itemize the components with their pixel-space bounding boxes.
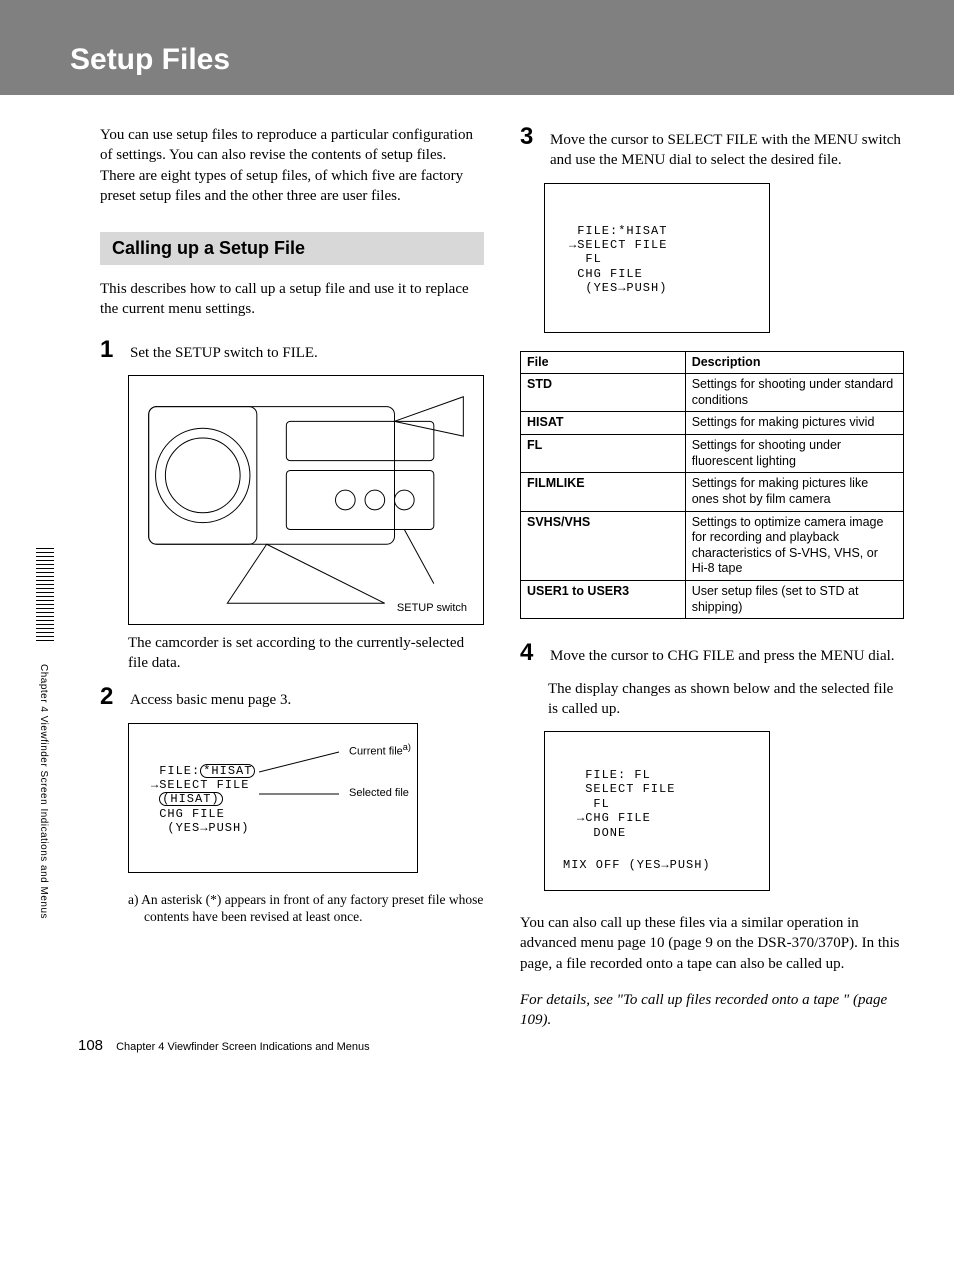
annotation-current-file: Current filea) — [349, 742, 411, 758]
menu-line: (YES→PUSH) — [569, 281, 757, 295]
annot-line-current — [259, 744, 349, 774]
menu-screen-step2: FILE:*HISAT →SELECT FILE (HISAT) CHG FIL… — [128, 723, 418, 873]
after-illust-text: The camcorder is set according to the cu… — [128, 633, 484, 674]
menu-line: SELECT FILE — [563, 782, 757, 796]
after-step4-text: The display changes as shown below and t… — [548, 679, 904, 720]
step-text: Move the cursor to SELECT FILE with the … — [550, 125, 904, 171]
file-description-table: File Description STDSettings for shootin… — [520, 351, 904, 620]
menu-line: →SELECT FILE — [569, 238, 757, 252]
reference-text: For details, see "To call up files recor… — [520, 990, 904, 1031]
step-number: 4 — [520, 641, 540, 666]
step-text: Set the SETUP switch to FILE. — [130, 338, 318, 363]
section-intro: This describes how to call up a setup fi… — [100, 279, 484, 320]
menu-line: FILE: FL — [563, 768, 757, 782]
menu-line: CHG FILE — [151, 807, 255, 821]
table-row: STDSettings for shooting under standard … — [521, 374, 904, 412]
table-header-description: Description — [685, 351, 903, 374]
footer-chapter-text: Chapter 4 Viewfinder Screen Indications … — [116, 1041, 370, 1053]
table-row: FLSettings for shooting under fluorescen… — [521, 435, 904, 473]
intro-paragraph: You can use setup files to reproduce a p… — [100, 125, 484, 206]
menu-line: FILE:*HISAT — [569, 224, 757, 238]
right-column: 3 Move the cursor to SELECT FILE with th… — [520, 125, 904, 1030]
step-text: Move the cursor to CHG FILE and press th… — [550, 641, 895, 666]
step-number: 1 — [100, 338, 120, 363]
menu-line: FILE:*HISAT — [151, 764, 255, 778]
side-bar-decoration — [36, 548, 54, 644]
menu-line: FL — [563, 797, 757, 811]
table-header-file: File — [521, 351, 686, 374]
side-chapter-label: Chapter 4 Viewfinder Screen Indications … — [38, 664, 49, 919]
table-row: FILMLIKESettings for making pictures lik… — [521, 473, 904, 511]
annot-line-selected — [259, 782, 349, 802]
step-number: 2 — [100, 685, 120, 710]
annotation-selected-file: Selected file — [349, 787, 409, 799]
menu-line: →CHG FILE — [563, 811, 757, 825]
step-text: Access basic menu page 3. — [130, 685, 291, 710]
menu-screen-step3: FILE:*HISAT →SELECT FILE FL CHG FILE (YE… — [544, 183, 770, 333]
table-row: USER1 to USER3User setup files (set to S… — [521, 581, 904, 619]
tail-paragraph: You can also call up these files via a s… — [520, 913, 904, 974]
page-title: Setup Files — [70, 43, 230, 95]
page-number: 108 — [78, 1037, 103, 1054]
header-bar: Setup Files — [0, 0, 954, 95]
menu-line: FL — [569, 252, 757, 266]
camcorder-illustration: SETUP switch — [128, 375, 484, 625]
table-row: HISATSettings for making pictures vivid — [521, 412, 904, 435]
page-footer: 108 Chapter 4 Viewfinder Screen Indicati… — [78, 1037, 370, 1054]
menu-line: MIX OFF (YES→PUSH) — [563, 858, 757, 872]
step-1: 1 Set the SETUP switch to FILE. — [100, 338, 484, 363]
menu-line: CHG FILE — [569, 267, 757, 281]
step-2: 2 Access basic menu page 3. — [100, 685, 484, 710]
menu-screen-step4: FILE: FL SELECT FILE FL →CHG FILE DONE M… — [544, 731, 770, 891]
menu-line: →SELECT FILE — [151, 778, 255, 792]
illustration-caption: SETUP switch — [397, 602, 467, 614]
footnote: a) An asterisk (*) appears in front of a… — [128, 891, 484, 926]
step-4: 4 Move the cursor to CHG FILE and press … — [520, 641, 904, 666]
section-heading: Calling up a Setup File — [100, 232, 484, 265]
menu-line: (HISAT) — [151, 792, 255, 806]
step-3: 3 Move the cursor to SELECT FILE with th… — [520, 125, 904, 171]
camcorder-svg — [129, 376, 483, 624]
table-row: SVHS/VHSSettings to optimize camera imag… — [521, 511, 904, 581]
menu-line: DONE — [563, 826, 757, 840]
left-column: You can use setup files to reproduce a p… — [100, 125, 484, 1030]
step-number: 3 — [520, 125, 540, 171]
menu-line: (YES→PUSH) — [151, 821, 255, 835]
